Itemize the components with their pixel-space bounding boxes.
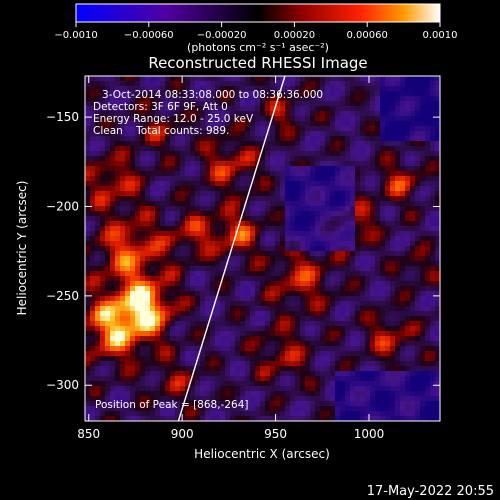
chart-title: Reconstructed RHESSI Image [148,54,367,72]
colorbar-tick-label: 0.0010 [423,30,458,41]
annotation-energy: Energy Range: 12.0 - 25.0 keV [93,113,254,125]
y-tick-label: −200 [46,199,79,213]
plot-frame [84,75,441,422]
y-tick-label: −250 [46,289,79,303]
limb-line [177,76,286,421]
y-tick-label: −300 [46,378,79,392]
colorbar-tick-label: −0.00060 [124,30,174,41]
colorbar-unit-label: (photons cm⁻² s⁻¹ asec⁻²) [187,41,329,54]
peak-position-label: Position of Peak = [868,-264] [95,399,249,411]
colorbar-ticks: −0.0010 −0.00060 −0.00020 0.00020 0.00060 0.0… [54,22,458,41]
annotation-detectors: Detectors: 3F 6F 9F, Att 0 [93,101,228,113]
x-tick-label: 1000 [354,427,385,441]
annotations: 3-Oct-2014 08:33:08.000 to 08:36:36.000 … [93,89,323,411]
x-axis-ticks: 850 900 950 1000 [77,76,384,441]
heatmap-image [85,76,440,421]
x-tick-label: 850 [77,427,100,441]
y-tick-label: −150 [46,110,79,124]
colorbar-tick-label: −0.0010 [54,30,97,41]
x-tick-label: 950 [264,427,287,441]
colorbar [75,3,441,23]
annotation-clean: Clean Total counts: 989. [93,125,229,137]
colorbar-tick-label: 0.00020 [274,30,315,41]
x-axis-label: Heliocentric X (arcsec) [194,447,330,461]
colorbar-tick-label: 0.00060 [347,30,388,41]
y-axis-label: Heliocentric Y (arcsec) [15,181,29,316]
footer-date: 17-May-2022 20:55 [367,484,494,499]
colorbar-tick-label: −0.00020 [197,30,247,41]
y-axis-ticks: −150 −200 −250 −300 [46,110,440,392]
annotation-time: 3-Oct-2014 08:33:08.000 to 08:36:36.000 [102,89,323,101]
x-tick-label: 900 [171,427,194,441]
